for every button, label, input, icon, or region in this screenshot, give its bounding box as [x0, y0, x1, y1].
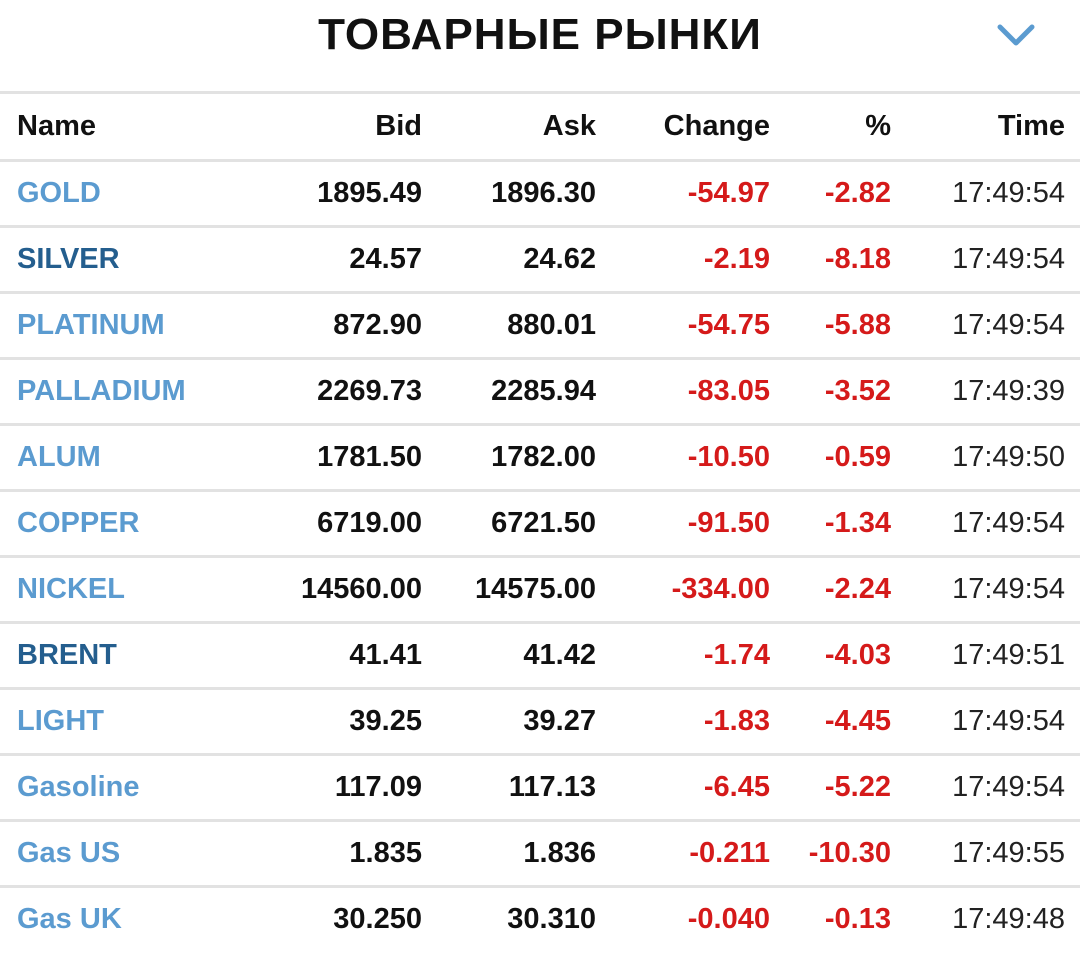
- change-value: -83.05: [596, 358, 770, 426]
- time-value: 17:49:54: [891, 688, 1080, 756]
- ask-value: 880.01: [422, 292, 596, 360]
- commodity-name[interactable]: PALLADIUM: [0, 358, 200, 426]
- commodity-name[interactable]: NICKEL: [0, 556, 200, 624]
- page-title: ТОВАРНЫЕ РЫНКИ: [318, 10, 762, 59]
- ask-value: 1782.00: [422, 424, 596, 492]
- ask-value: 1896.30: [422, 160, 596, 228]
- change-value: -1.83: [596, 688, 770, 756]
- table-row[interactable]: NICKEL 14560.00 14575.00 -334.00 -2.24 17:49:…: [0, 556, 1080, 624]
- bid-value: 14560.00: [200, 556, 422, 624]
- page-header: ТОВАРНЫЕ РЫНКИ: [0, 0, 1080, 94]
- ask-value: 14575.00: [422, 556, 596, 624]
- commodity-name[interactable]: SILVER: [0, 226, 200, 294]
- table-header-row: Name Bid Ask Change % Time: [0, 94, 1080, 162]
- commodity-name[interactable]: Gasoline: [0, 754, 200, 822]
- commodity-name[interactable]: LIGHT: [0, 688, 200, 756]
- time-value: 17:49:48: [952, 903, 1065, 936]
- bid-value: 39.25: [200, 688, 422, 756]
- commodity-name[interactable]: Gas UK: [17, 903, 122, 936]
- percent-value: -5.22: [770, 754, 891, 822]
- table-row[interactable]: LIGHT 39.25 39.27 -1.83 -4.45 17:49:54: [0, 688, 1080, 756]
- table-row[interactable]: BRENT 41.41 41.42 -1.74 -4.03 17:49:51: [0, 622, 1080, 690]
- commodity-name[interactable]: COPPER: [0, 490, 200, 558]
- percent-value: -2.24: [770, 556, 891, 624]
- bid-value: 872.90: [200, 292, 422, 360]
- time-value: 17:49:54: [891, 292, 1080, 360]
- change-value: -54.97: [596, 160, 770, 228]
- bid-value: 117.09: [200, 754, 422, 822]
- percent-value: -0.13: [824, 903, 891, 936]
- commodity-name[interactable]: BRENT: [0, 622, 200, 690]
- change-value: -2.19: [596, 226, 770, 294]
- bid-value: 1895.49: [200, 160, 422, 228]
- bid-value: 30.250: [333, 903, 422, 936]
- time-value: 17:49:55: [891, 820, 1080, 888]
- table-row[interactable]: PALLADIUM 2269.73 2285.94 -83.05 -3.52 17:49:…: [0, 358, 1080, 426]
- column-header-ask[interactable]: Ask: [422, 94, 596, 162]
- table-row[interactable]: Gasoline 117.09 117.13 -6.45 -5.22 17:49:54: [0, 754, 1080, 822]
- percent-value: -1.34: [770, 490, 891, 558]
- table-row[interactable]: SILVER 24.57 24.62 -2.19 -8.18 17:49:54: [0, 226, 1080, 294]
- percent-value: -5.88: [770, 292, 891, 360]
- table-row[interactable]: PLATINUM 872.90 880.01 -54.75 -5.88 17:49:54: [0, 292, 1080, 360]
- ask-value: 24.62: [422, 226, 596, 294]
- ask-value: 41.42: [422, 622, 596, 690]
- bid-value: 2269.73: [200, 358, 422, 426]
- ask-value: 117.13: [422, 754, 596, 822]
- change-value: -0.211: [596, 820, 770, 888]
- time-value: 17:49:54: [891, 754, 1080, 822]
- bid-value: 24.57: [200, 226, 422, 294]
- bid-value: 6719.00: [200, 490, 422, 558]
- table-row[interactable]: Gas UK 30.250 30.310 -0.040 -0.13 17:49:48: [0, 886, 1080, 952]
- column-header-bid[interactable]: Bid: [200, 94, 422, 162]
- column-header-time[interactable]: Time: [891, 94, 1080, 162]
- change-value: -91.50: [596, 490, 770, 558]
- bid-value: 1.835: [200, 820, 422, 888]
- time-value: 17:49:54: [891, 556, 1080, 624]
- time-value: 17:49:54: [891, 160, 1080, 228]
- time-value: 17:49:54: [891, 490, 1080, 558]
- ask-value: 6721.50: [422, 490, 596, 558]
- time-value: 17:49:39: [891, 358, 1080, 426]
- table-row[interactable]: Gas US 1.835 1.836 -0.211 -10.30 17:49:55: [0, 820, 1080, 888]
- percent-value: -4.45: [770, 688, 891, 756]
- time-value: 17:49:54: [891, 226, 1080, 294]
- commodity-name[interactable]: ALUM: [0, 424, 200, 492]
- change-value: -10.50: [596, 424, 770, 492]
- commodity-name[interactable]: PLATINUM: [0, 292, 200, 360]
- change-value: -54.75: [596, 292, 770, 360]
- percent-value: -3.52: [770, 358, 891, 426]
- bid-value: 41.41: [200, 622, 422, 690]
- table-row[interactable]: ALUM 1781.50 1782.00 -10.50 -0.59 17:49:50: [0, 424, 1080, 492]
- ask-value: 30.310: [507, 903, 596, 936]
- ask-value: 39.27: [422, 688, 596, 756]
- table-row[interactable]: COPPER 6719.00 6721.50 -91.50 -1.34 17:49:54: [0, 490, 1080, 558]
- change-value: -6.45: [596, 754, 770, 822]
- commodities-table: Name Bid Ask Change % Time GOLD 1895.49 18…: [0, 94, 1080, 952]
- bid-value: 1781.50: [200, 424, 422, 492]
- time-value: 17:49:50: [891, 424, 1080, 492]
- ask-value: 1.836: [422, 820, 596, 888]
- commodity-name[interactable]: Gas US: [0, 820, 200, 888]
- percent-value: -4.03: [770, 622, 891, 690]
- table-row[interactable]: GOLD 1895.49 1896.30 -54.97 -2.82 17:49:54: [0, 160, 1080, 228]
- percent-value: -8.18: [770, 226, 891, 294]
- percent-value: -2.82: [770, 160, 891, 228]
- change-value: -1.74: [596, 622, 770, 690]
- percent-value: -10.30: [770, 820, 891, 888]
- column-header-change[interactable]: Change: [596, 94, 770, 162]
- ask-value: 2285.94: [422, 358, 596, 426]
- column-header-percent[interactable]: %: [770, 94, 891, 162]
- commodity-name[interactable]: GOLD: [0, 160, 200, 228]
- chevron-down-icon[interactable]: [996, 20, 1036, 50]
- column-header-name[interactable]: Name: [0, 94, 200, 162]
- change-value: -334.00: [596, 556, 770, 624]
- change-value: -0.040: [687, 903, 770, 936]
- time-value: 17:49:51: [891, 622, 1080, 690]
- percent-value: -0.59: [770, 424, 891, 492]
